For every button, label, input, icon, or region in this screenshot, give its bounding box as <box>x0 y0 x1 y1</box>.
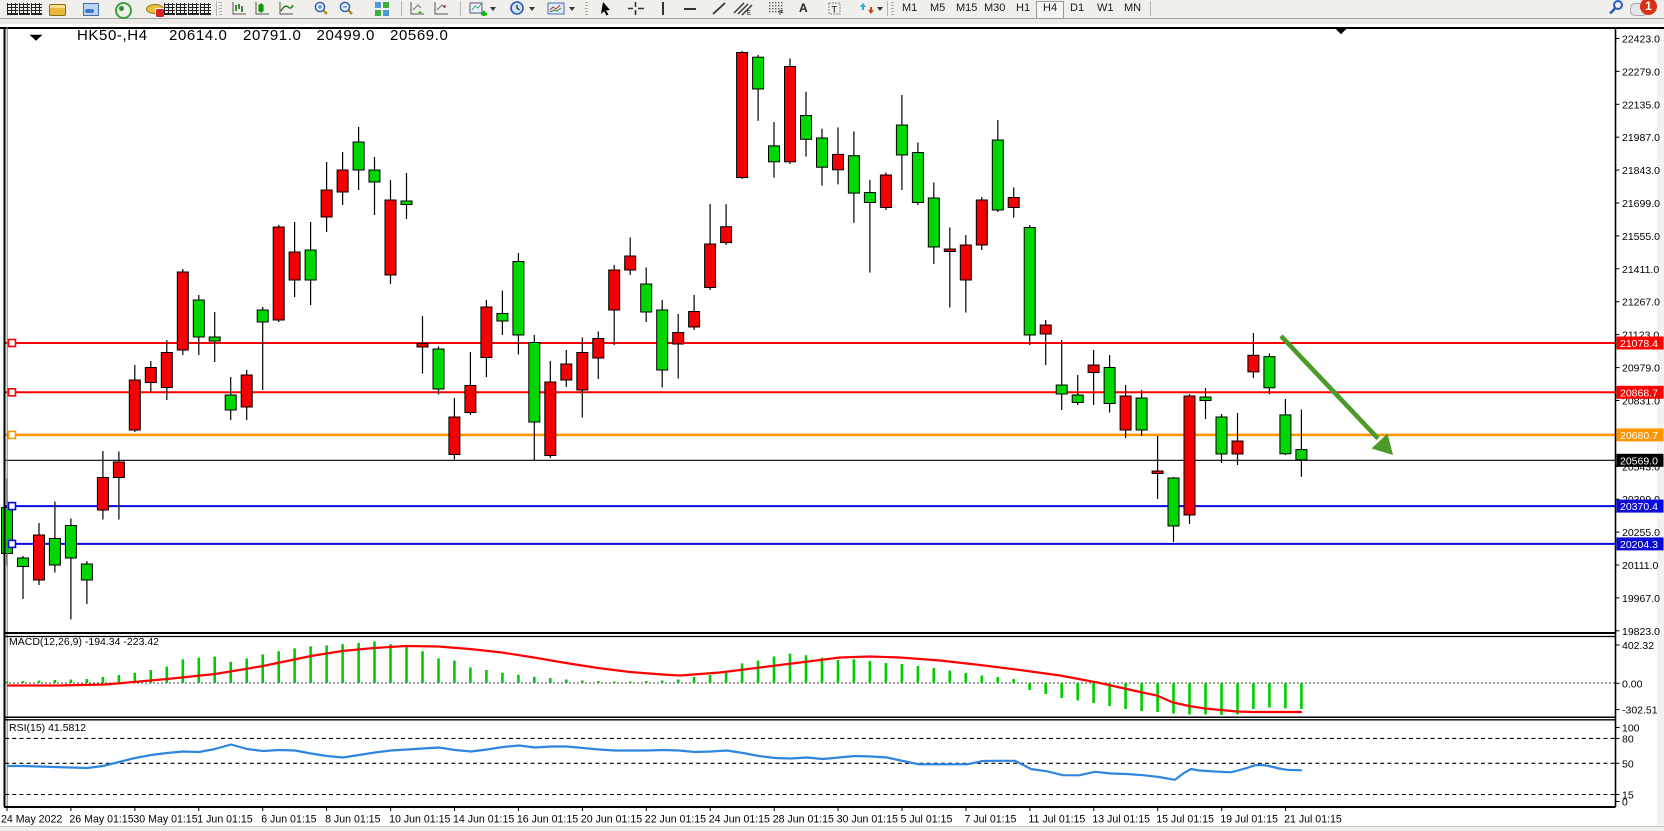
svg-text:T: T <box>832 5 838 15</box>
svg-text:15 Jul 01:15: 15 Jul 01:15 <box>1156 814 1214 826</box>
svg-text:50: 50 <box>1622 758 1634 770</box>
svg-text:E: E <box>747 11 751 16</box>
svg-text:21987.0: 21987.0 <box>1622 132 1660 144</box>
svg-text:20111.0: 20111.0 <box>1622 560 1659 572</box>
svg-text:F: F <box>779 10 783 16</box>
svg-text:20255.0: 20255.0 <box>1622 527 1660 539</box>
svg-text:21555.0: 21555.0 <box>1622 231 1660 243</box>
svg-text:22279.0: 22279.0 <box>1622 66 1660 78</box>
svg-text:11 Jul 01:15: 11 Jul 01:15 <box>1028 814 1085 826</box>
svg-text:21 Jul 01:15: 21 Jul 01:15 <box>1284 814 1342 826</box>
svg-text:19967.0: 19967.0 <box>1622 593 1660 605</box>
svg-text:20569.0: 20569.0 <box>1620 455 1658 467</box>
svg-text:19823.0: 19823.0 <box>1622 626 1660 638</box>
svg-text:30 Jun 01:15: 30 Jun 01:15 <box>837 814 898 826</box>
svg-text:MACD(12,26,9) -194.34 -223.42: MACD(12,26,9) -194.34 -223.42 <box>9 636 159 648</box>
svg-text:HK50-,H4: HK50-,H4 <box>77 27 148 44</box>
svg-text:24 May 2022: 24 May 2022 <box>1 814 62 826</box>
svg-text:20370.4: 20370.4 <box>1620 501 1658 513</box>
svg-text:14 Jun 01:15: 14 Jun 01:15 <box>453 814 514 826</box>
svg-text:24 Jun 01:15: 24 Jun 01:15 <box>709 814 770 826</box>
svg-text:26 May 01:15: 26 May 01:15 <box>69 814 133 826</box>
svg-text:8 Jun 01:15: 8 Jun 01:15 <box>325 814 380 826</box>
svg-text:21699.0: 21699.0 <box>1622 198 1660 210</box>
svg-text:21267.0: 21267.0 <box>1622 297 1660 309</box>
svg-text:6 Jun 01:15: 6 Jun 01:15 <box>261 814 316 826</box>
svg-text:13 Jul 01:15: 13 Jul 01:15 <box>1092 814 1150 826</box>
svg-text:15: 15 <box>1622 790 1634 802</box>
svg-text:0.00: 0.00 <box>1622 678 1643 690</box>
svg-text:20868.7: 20868.7 <box>1620 387 1658 399</box>
svg-text:0: 0 <box>1622 797 1628 809</box>
svg-text:21078.4: 21078.4 <box>1620 338 1658 350</box>
svg-text:22423.0: 22423.0 <box>1622 34 1660 46</box>
svg-text:21411.0: 21411.0 <box>1622 264 1659 276</box>
svg-text:20791.0: 20791.0 <box>243 27 301 44</box>
svg-text:20204.3: 20204.3 <box>1620 539 1658 551</box>
svg-text:402.32: 402.32 <box>1622 640 1654 652</box>
svg-text:22135.0: 22135.0 <box>1622 99 1660 111</box>
svg-text:-302.51: -302.51 <box>1622 705 1658 717</box>
svg-text:1 Jun 01:15: 1 Jun 01:15 <box>197 814 252 826</box>
svg-text:7 Jul 01:15: 7 Jul 01:15 <box>965 814 1017 826</box>
svg-text:RSI(15) 41.5812: RSI(15) 41.5812 <box>9 722 86 734</box>
svg-text:20680.7: 20680.7 <box>1620 430 1658 442</box>
svg-text:80: 80 <box>1622 733 1634 745</box>
svg-text:5 Jul 01:15: 5 Jul 01:15 <box>901 814 953 826</box>
svg-text:20 Jun 01:15: 20 Jun 01:15 <box>581 814 642 826</box>
svg-text:30 May 01:15: 30 May 01:15 <box>133 814 197 826</box>
svg-text:19 Jul 01:15: 19 Jul 01:15 <box>1220 814 1278 826</box>
svg-text:−: − <box>343 3 348 12</box>
svg-text:20499.0: 20499.0 <box>317 27 375 44</box>
svg-text:100: 100 <box>1622 723 1640 735</box>
svg-text:16 Jun 01:15: 16 Jun 01:15 <box>517 814 578 826</box>
svg-text:+: + <box>318 3 323 12</box>
svg-text:20569.0: 20569.0 <box>390 27 448 44</box>
svg-text:20614.0: 20614.0 <box>169 27 227 44</box>
svg-text:21843.0: 21843.0 <box>1622 165 1660 177</box>
svg-text:22 Jun 01:15: 22 Jun 01:15 <box>645 814 706 826</box>
svg-text:10 Jun 01:15: 10 Jun 01:15 <box>389 814 450 826</box>
svg-text:20979.0: 20979.0 <box>1622 363 1660 375</box>
svg-text:28 Jun 01:15: 28 Jun 01:15 <box>773 814 834 826</box>
